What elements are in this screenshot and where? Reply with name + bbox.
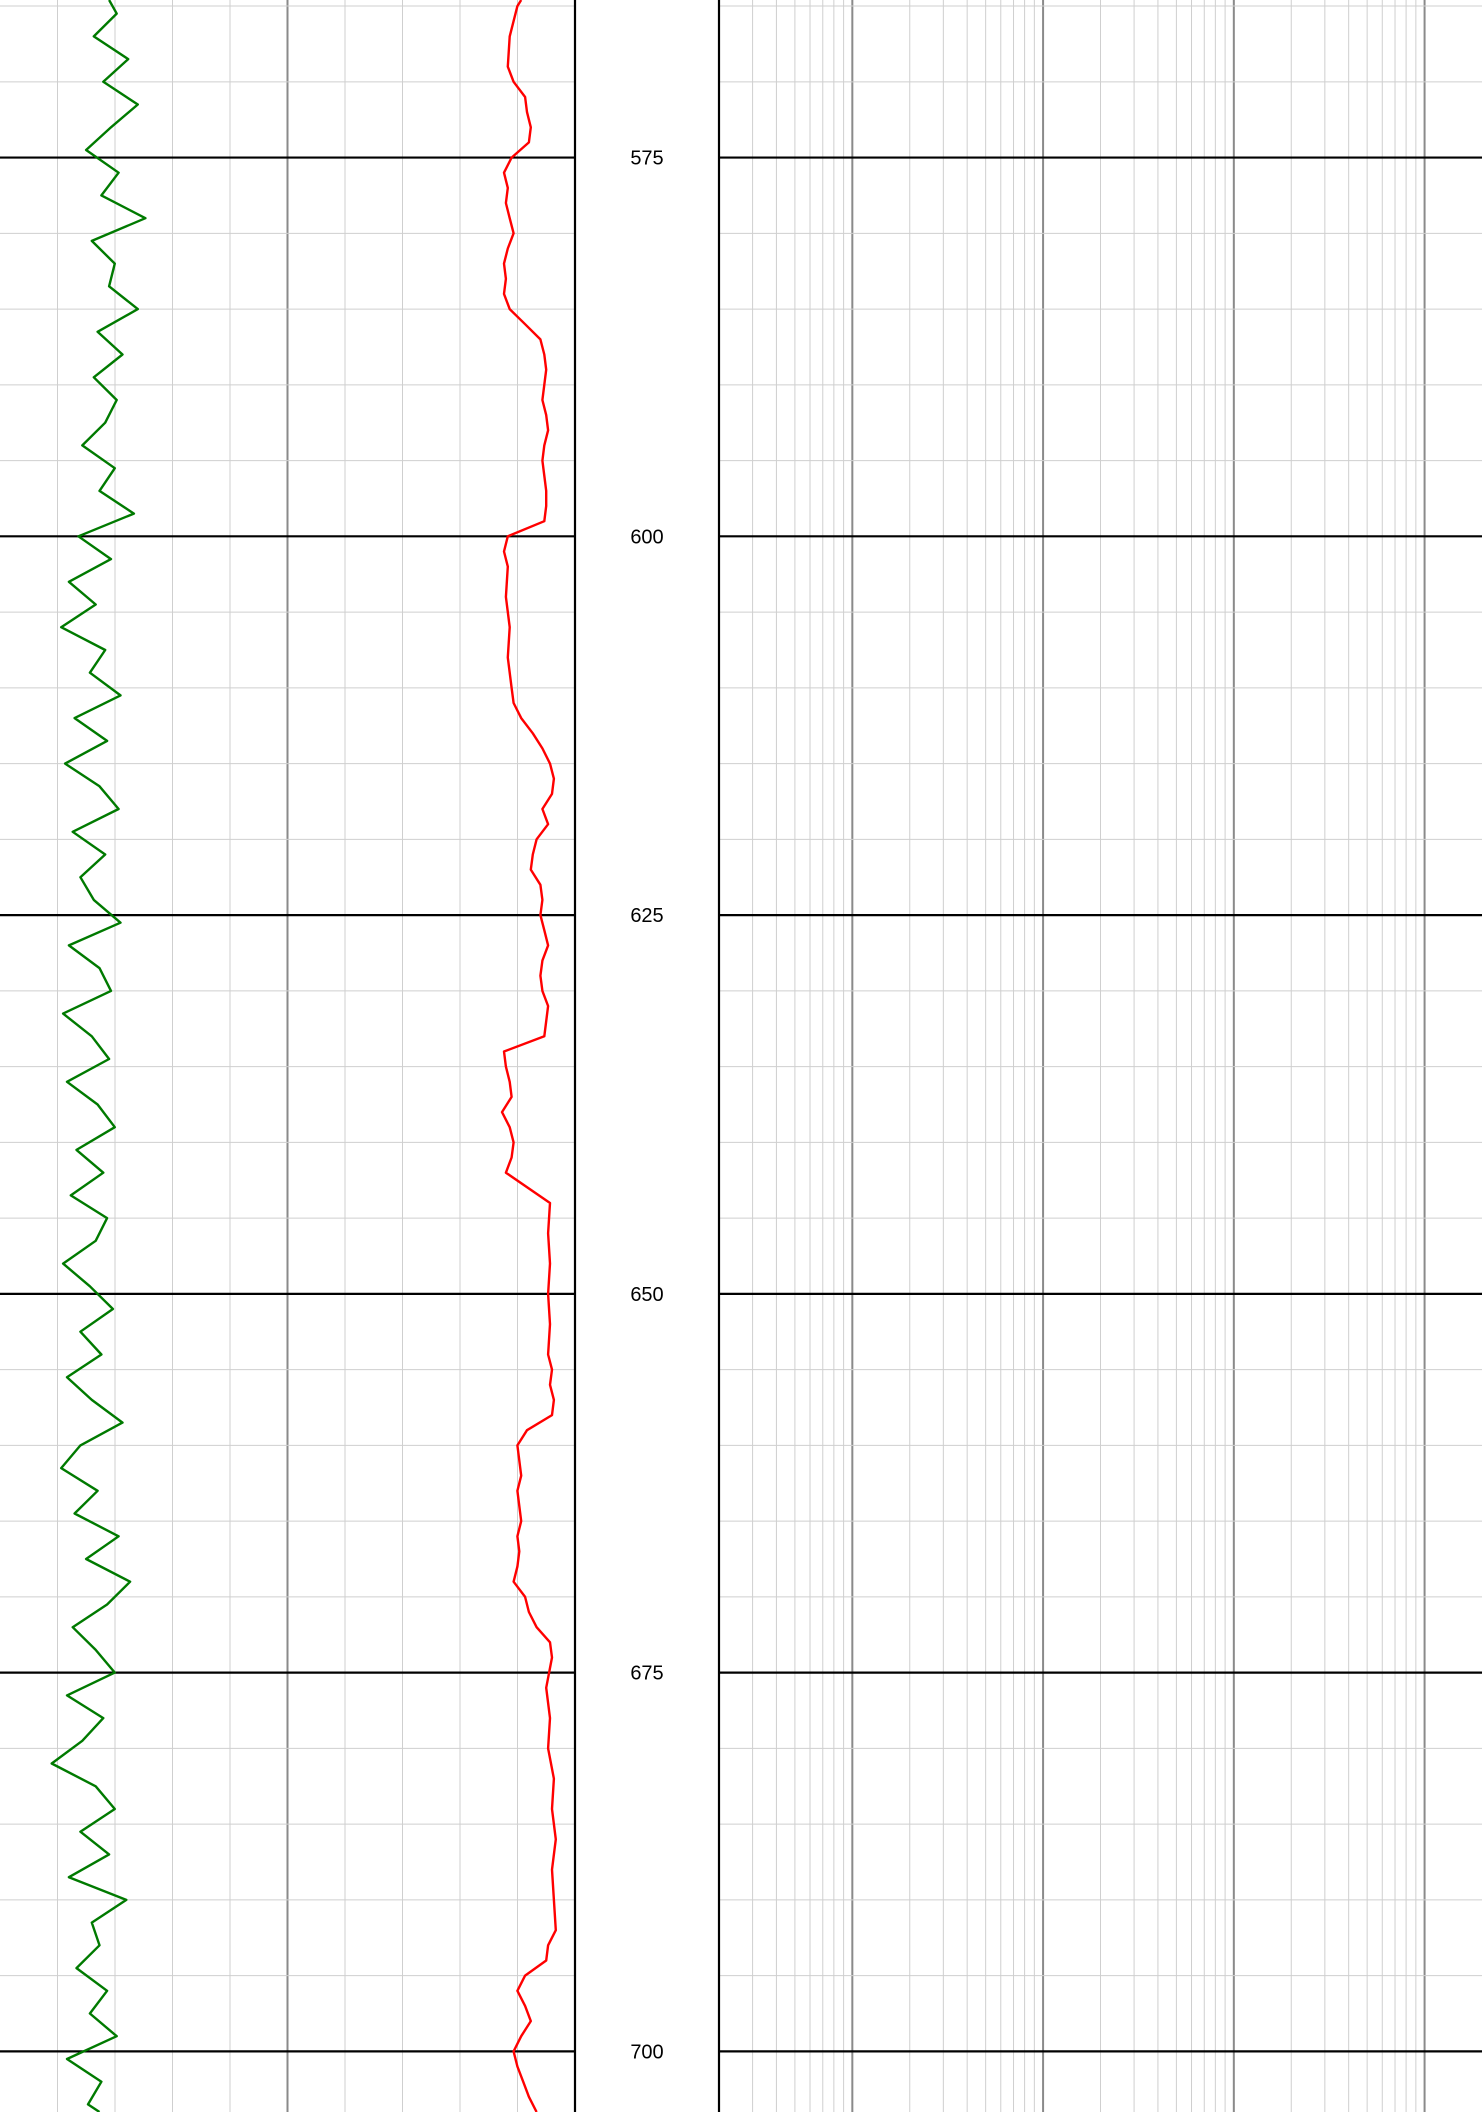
depth-tick-label: 625 bbox=[630, 905, 663, 927]
depth-tick-label: 700 bbox=[630, 2041, 663, 2063]
depth-tick-label: 650 bbox=[630, 1284, 663, 1306]
depth-tick-label: 675 bbox=[630, 1663, 663, 1685]
depth-tick-label: 575 bbox=[630, 148, 663, 170]
depth-label-layer: 575 600 625 650 675 700 bbox=[630, 148, 663, 2064]
green-curve bbox=[50, 0, 147, 2112]
curve-layer bbox=[50, 0, 557, 2112]
depth-tick-label: 600 bbox=[630, 526, 663, 548]
red-curve bbox=[500, 0, 557, 2112]
